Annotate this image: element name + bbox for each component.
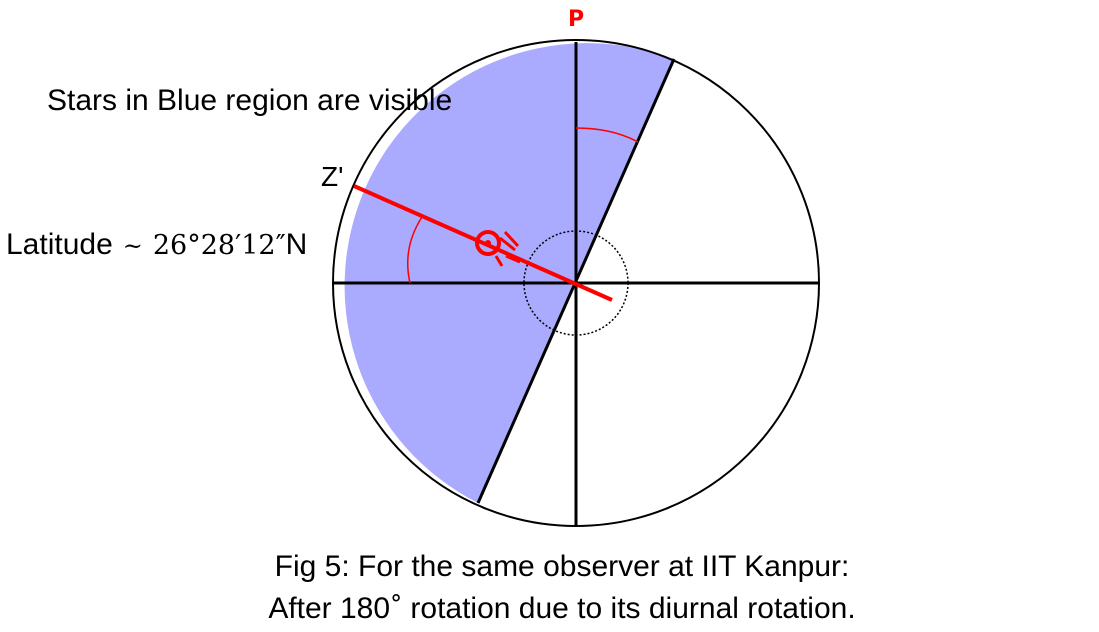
pole-label: P [568,7,584,32]
caption-line-2-post: rotation due to its diurnal rotation. [402,592,856,625]
zenith-label: Z' [321,161,344,192]
latitude-angle-arc [407,216,423,284]
latitude-tilde: ~ [122,232,143,260]
latitude-value: 26°28′12″ [152,230,286,261]
latitude-prefix: Latitude [6,228,113,261]
earth-circle [523,230,629,336]
horizon-line [476,58,676,504]
degree-symbol: ° [390,590,403,618]
caption-line-2: After 180° rotation due to its diurnal r… [0,590,1099,626]
latitude-suffix: N [285,228,308,261]
caption-line-2-pre: After 180 [268,592,391,625]
pole-angle-arc [575,127,639,143]
zenith-line [353,184,613,302]
latitude-label: Latitude ~26°28′12″N [6,228,307,262]
observer-icon [475,230,521,267]
caption-line-1: Fig 5: For the same observer at IIT Kanp… [274,550,850,583]
visibility-note: Stars in Blue region are visible [47,84,453,117]
visible-region [344,43,674,504]
